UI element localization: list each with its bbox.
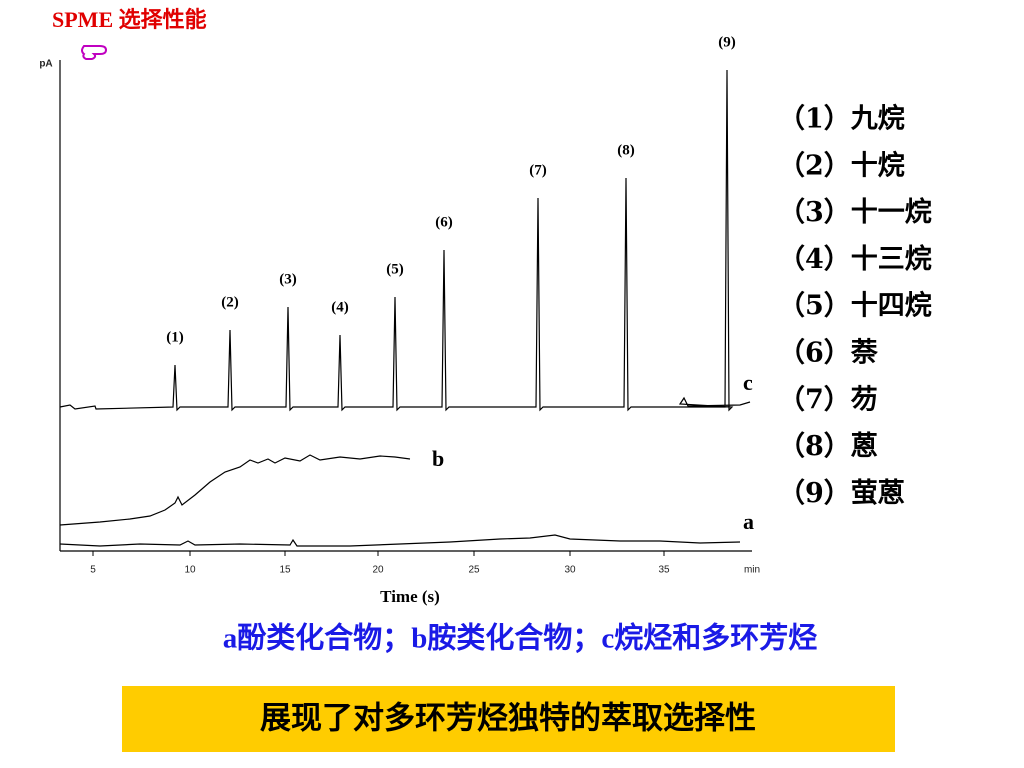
legend-entry: （2）十烷: [778, 149, 905, 181]
peak-label: (2): [221, 294, 239, 310]
peak-label: (1): [166, 329, 184, 345]
x-tick-label: 10: [184, 565, 196, 576]
trace-b: [59, 454, 411, 526]
legend-entry: （5）十四烷: [778, 290, 932, 322]
peak-label: (5): [386, 261, 404, 277]
legend-entry: （4）十三烷: [778, 243, 932, 275]
peak-label: (4): [331, 299, 349, 315]
trace-label: c: [743, 370, 753, 395]
chromatogram: 5 10 15 20 25 30 35 min (1) (2) (3) (4) (5) (6) (7) (8)…: [59, 34, 932, 576]
legend-entry: （7）芴: [778, 384, 878, 415]
legend-entry: （6）萘: [778, 338, 879, 369]
legend-entry: （9）萤蒽: [778, 478, 905, 509]
pointer-icon: [81, 45, 108, 60]
legend-entry: （3）十一烷: [778, 196, 932, 228]
x-tick-label: 35: [658, 565, 670, 576]
x-tick-label: min: [744, 565, 760, 576]
x-tick-label: 5: [90, 565, 96, 576]
x-tick-label: 30: [564, 565, 576, 576]
peak-label: (8): [617, 142, 635, 158]
x-tick-label: 15: [279, 565, 291, 576]
peak-label: (3): [279, 271, 297, 287]
x-tick-label: 20: [372, 565, 384, 576]
y-axis-label: pA: [39, 59, 52, 70]
trace-a: [59, 534, 741, 547]
legend-entry: （8）蒽: [778, 431, 878, 462]
legend-entry: （1）九烷: [778, 103, 905, 135]
trace-label: b: [432, 446, 444, 471]
peak-label: (7): [529, 162, 547, 178]
x-axis-label: Time (s): [380, 587, 440, 606]
peak-label: (6): [435, 214, 453, 230]
banner-box: [122, 686, 895, 752]
banner-text: 展现了对多环芳烃独特的萃取选择性: [260, 701, 756, 737]
trace-label: a: [743, 509, 754, 534]
caption: a酚类化合物；b胺类化合物；c烷烃和多环芳烃: [223, 621, 818, 655]
trace-c: [59, 69, 751, 412]
x-tick-label: 25: [468, 565, 480, 576]
slide-title: SPME 选择性能: [52, 7, 207, 32]
peak-label: (9): [718, 34, 736, 50]
